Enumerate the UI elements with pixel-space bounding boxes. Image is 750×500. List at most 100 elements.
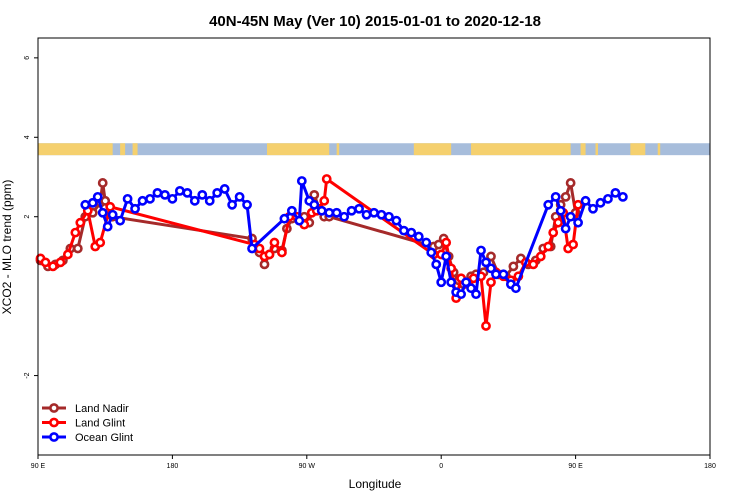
series-2-point-21	[227, 199, 238, 210]
series-2-point-46	[426, 247, 437, 258]
series-2-point-12	[160, 189, 170, 200]
x-tick-label-5: 180	[704, 463, 716, 470]
series-2-point-53	[461, 277, 471, 288]
series-2-point-68	[573, 217, 583, 228]
series-2-point-63	[543, 199, 554, 210]
axes: 90 E 180 90 W 0 90 E 180 -2 2 4 6	[24, 37, 716, 470]
series-1-point-23	[321, 174, 332, 184]
series-2-point-4	[102, 221, 113, 232]
y-tick-label-0: -2	[24, 372, 31, 378]
series-1-point-26	[441, 237, 452, 248]
series-2-point-36	[354, 203, 364, 214]
series-2-point-57	[481, 257, 491, 268]
series-2-point-35	[346, 205, 357, 216]
series-2-point-64	[550, 191, 561, 202]
series-2-point-41	[391, 215, 402, 226]
y-tick-label-2: 4	[24, 135, 31, 139]
y-tick-label-3: 6	[24, 56, 31, 60]
series-1-point-10	[105, 201, 116, 212]
series-2-point-47	[431, 259, 442, 270]
y-tick-label-1: 2	[24, 215, 31, 219]
legend-label-0: Land Nadir	[75, 403, 129, 415]
series-1-point-47	[568, 239, 579, 250]
series-2-point-0	[80, 199, 91, 210]
series-2-point-30	[309, 199, 320, 210]
series-0-point-49	[565, 178, 576, 188]
series-2-point-66	[560, 223, 571, 234]
series-1-point-22	[319, 195, 330, 206]
series-layer	[35, 174, 628, 331]
land-segment-10	[657, 143, 661, 156]
series-0-point-37	[486, 251, 496, 262]
series-1-point-41	[535, 251, 546, 262]
series-2-point-71	[595, 197, 606, 208]
land-segment-4	[336, 143, 340, 156]
series-1-point-6	[75, 217, 86, 228]
x-tick-label-1: 180	[167, 463, 179, 470]
plot-frame	[37, 37, 711, 456]
series-2-point-16	[189, 195, 200, 206]
series-2-point-32	[324, 207, 335, 218]
series-2-point-18	[204, 195, 215, 206]
y-axis-label: XCO2 - MLO trend (ppm)	[0, 180, 14, 315]
series-1-point-34	[486, 277, 496, 288]
series-0-point-40	[508, 261, 519, 272]
series-0-point-9	[97, 178, 108, 188]
series-1-point-3	[55, 257, 66, 268]
series-2-point-7	[122, 193, 133, 204]
series-2-point-74	[617, 191, 628, 202]
series-1-point-42	[543, 241, 554, 252]
series-2-point-60	[498, 269, 509, 280]
legend-label-2: Ocean Glint	[75, 432, 133, 444]
land-segment-1	[120, 143, 126, 156]
series-2-point-54	[466, 283, 476, 294]
series-2-point-26	[286, 205, 297, 216]
series-2-point-69	[580, 195, 591, 206]
land-segment-5	[413, 143, 452, 156]
series-2-point-33	[331, 207, 342, 218]
series-2-point-73	[610, 187, 621, 198]
x-tick-label-2: 90 W	[299, 463, 316, 470]
series-2-point-59	[491, 269, 501, 280]
series-2-point-25	[279, 213, 290, 224]
series-2-point-24	[247, 243, 257, 254]
series-2-point-31	[316, 205, 327, 216]
series-2-point-48	[436, 277, 447, 288]
series-2-point-62	[510, 283, 521, 294]
series-2-point-44	[413, 231, 424, 242]
series-2-point-5	[107, 209, 118, 220]
series-2-point-15	[182, 187, 193, 198]
series-2-point-39	[376, 209, 387, 220]
series-2-point-70	[588, 203, 598, 214]
series-2-point-13	[167, 193, 178, 204]
series-1-point-16	[277, 247, 287, 258]
x-tick-label-0: 90 E	[31, 463, 46, 470]
series-2-point-40	[384, 211, 394, 222]
legend: Land Nadir Land Glint Ocean Glint	[42, 403, 133, 444]
series-2-point-17	[197, 189, 208, 200]
land-ocean-bar	[38, 143, 710, 156]
series-2-point-55	[471, 289, 481, 300]
series-2-point-45	[421, 237, 432, 248]
series-0-point-14	[259, 259, 270, 270]
series-2-point-34	[339, 211, 350, 222]
series-2-point-6	[115, 215, 126, 226]
series-1-point-15	[269, 237, 280, 248]
land-segment-6	[471, 143, 571, 156]
series-2-point-22	[234, 191, 245, 202]
legend-marker-1	[49, 417, 59, 428]
x-tick-label-3: 0	[439, 463, 443, 470]
series-2-point-49	[441, 251, 452, 262]
series-1-point-44	[553, 217, 564, 228]
series-2-point-14	[174, 185, 185, 196]
series-2-point-8	[130, 203, 140, 214]
series-2-point-43	[406, 227, 417, 238]
series-1-point-1	[40, 257, 51, 268]
series-0-point-23	[309, 189, 320, 200]
land-segment-9	[630, 143, 646, 156]
chart-title: 40N-45N May (Ver 10) 2015-01-01 to 2020-…	[209, 13, 541, 30]
legend-marker-2	[49, 432, 59, 442]
series-2-point-2	[92, 191, 103, 202]
series-2-point-28	[296, 176, 307, 186]
